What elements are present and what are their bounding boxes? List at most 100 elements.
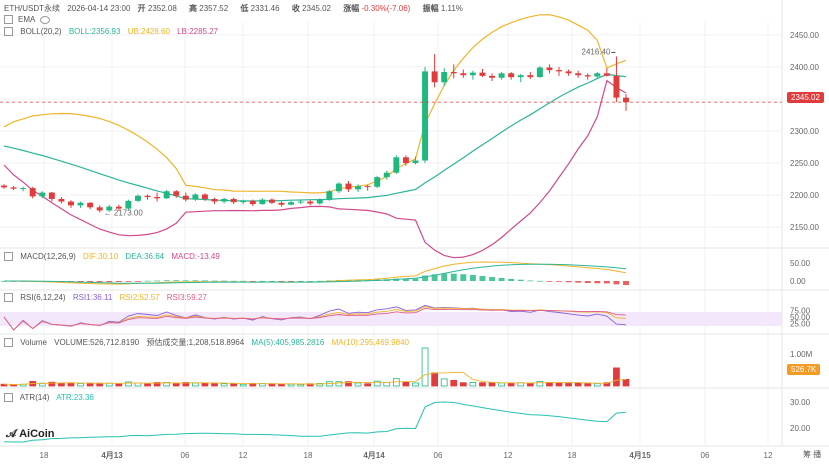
settings-icon[interactable] bbox=[4, 393, 13, 403]
rsi2-value: RSI2:52.57 bbox=[119, 293, 160, 302]
macd-bar bbox=[307, 280, 314, 282]
candle-body bbox=[326, 191, 333, 200]
volume-bar bbox=[230, 383, 238, 387]
boll-label[interactable]: BOLL(20,2) bbox=[20, 27, 62, 36]
candle-body bbox=[173, 191, 180, 196]
datetime-label: 2026-04-14 23:00 bbox=[67, 4, 131, 13]
y-tick-label: 2300.00 bbox=[790, 127, 819, 136]
candle-body bbox=[249, 200, 256, 205]
candle-body bbox=[508, 73, 515, 78]
candle-body bbox=[307, 201, 314, 204]
rsi1-value: RSI1:36.11 bbox=[72, 293, 113, 302]
macd-bar bbox=[517, 279, 524, 281]
candle-body bbox=[48, 192, 55, 199]
macd-bar bbox=[441, 273, 448, 281]
rsi3-value: RSI3:59.27 bbox=[166, 293, 207, 302]
macd-bar bbox=[431, 274, 438, 281]
volume-tick: 1.00M bbox=[790, 350, 813, 359]
candle-body bbox=[211, 198, 218, 202]
candle-body bbox=[412, 160, 419, 164]
y-tick-label: 2400.00 bbox=[790, 63, 819, 72]
macd-bar bbox=[278, 281, 285, 282]
candle-body bbox=[163, 191, 170, 199]
macd-dea-line bbox=[4, 263, 627, 284]
settings-icon[interactable] bbox=[4, 15, 13, 25]
macd-bar bbox=[508, 278, 515, 281]
macd-bar bbox=[489, 277, 495, 281]
x-tick-label: 06 bbox=[701, 451, 710, 460]
settings-icon[interactable] bbox=[4, 27, 13, 37]
volume-label[interactable]: Volume bbox=[20, 338, 47, 347]
volume-bar bbox=[115, 383, 123, 387]
atr-label[interactable]: ATR(14) bbox=[19, 393, 50, 402]
macd-bar bbox=[115, 281, 122, 282]
macd-row: MACD(12,26,9) DIF:30.10 DEA:36.64 MACD:-… bbox=[4, 252, 225, 262]
candle-body bbox=[546, 67, 553, 71]
x-tick-label: 4月14 bbox=[363, 451, 385, 460]
volume-bar bbox=[354, 382, 362, 387]
settings-icon[interactable] bbox=[4, 252, 13, 262]
candle-body bbox=[221, 198, 228, 202]
atr-value: ATR:23.36 bbox=[56, 393, 94, 402]
macd-bar bbox=[594, 281, 601, 284]
candle-body bbox=[450, 72, 457, 74]
change-label: 涨幅 bbox=[343, 4, 360, 13]
low-label: 低 bbox=[240, 4, 249, 13]
settings-icon[interactable] bbox=[4, 338, 13, 348]
candle-body bbox=[68, 201, 74, 206]
volume-bar bbox=[526, 382, 534, 387]
candle-body bbox=[402, 157, 409, 164]
candle-body bbox=[393, 157, 400, 173]
change-value: -0.30%(-7.06) bbox=[361, 4, 411, 13]
rsi-row: RSI(6,12,24) RSI1:36.11 RSI2:52.57 RSI3:… bbox=[4, 293, 212, 303]
symbol-label[interactable]: ETH/USDT永续 bbox=[4, 4, 60, 13]
x-tick-label: 06 bbox=[434, 451, 443, 460]
boll-up: UB:2428.60 bbox=[127, 27, 170, 36]
x-tick-label: 18 bbox=[40, 451, 49, 460]
macd-bar bbox=[460, 274, 467, 281]
volume-bar bbox=[431, 372, 438, 387]
macd-bar bbox=[211, 280, 218, 282]
candle-body bbox=[431, 71, 438, 83]
candle-body bbox=[316, 199, 323, 204]
macd-dif: DIF:30.10 bbox=[83, 252, 119, 261]
candle-body bbox=[106, 206, 113, 211]
eye-icon[interactable] bbox=[40, 15, 51, 24]
macd-bar bbox=[613, 281, 620, 285]
volume-bar bbox=[67, 382, 75, 387]
rsi-label[interactable]: RSI(6,12,24) bbox=[20, 293, 66, 302]
candle-body bbox=[115, 206, 122, 209]
ema-label[interactable]: EMA bbox=[18, 15, 36, 24]
macd-bar bbox=[77, 281, 84, 283]
macd-bar bbox=[450, 273, 457, 281]
close-label: 收 bbox=[291, 4, 300, 13]
atr-tick: 30.00 bbox=[790, 398, 811, 407]
volume-bar bbox=[402, 381, 410, 387]
y-tick-label: 2150.00 bbox=[790, 223, 819, 232]
candle-body bbox=[584, 75, 591, 77]
x-tick-label: 06 bbox=[181, 451, 190, 460]
volume-bar bbox=[555, 382, 563, 387]
volume-bar bbox=[335, 381, 343, 387]
volume-bar bbox=[77, 383, 84, 387]
volume-bar bbox=[345, 381, 352, 387]
x-tick-label: 18 bbox=[568, 451, 577, 460]
candle-body bbox=[594, 73, 601, 77]
volume-bar bbox=[287, 383, 295, 387]
macd-bar bbox=[422, 275, 429, 281]
x-tick-label: 4月13 bbox=[101, 451, 123, 460]
macd-value: MACD:-13.49 bbox=[171, 252, 220, 261]
macd-bar bbox=[125, 281, 132, 282]
macd-bar bbox=[498, 277, 505, 281]
volume-bar bbox=[565, 383, 572, 387]
candle-body bbox=[154, 197, 161, 199]
volume-bar bbox=[421, 347, 429, 387]
candle-body bbox=[144, 195, 151, 198]
macd-label[interactable]: MACD(12,26,9) bbox=[20, 252, 76, 261]
settings-icon[interactable] bbox=[4, 293, 13, 303]
corner-label[interactable]: 筹 播 bbox=[803, 450, 822, 459]
amp-label: 振幅 bbox=[422, 4, 439, 13]
macd-bar bbox=[536, 280, 543, 282]
candle-body bbox=[201, 194, 208, 199]
